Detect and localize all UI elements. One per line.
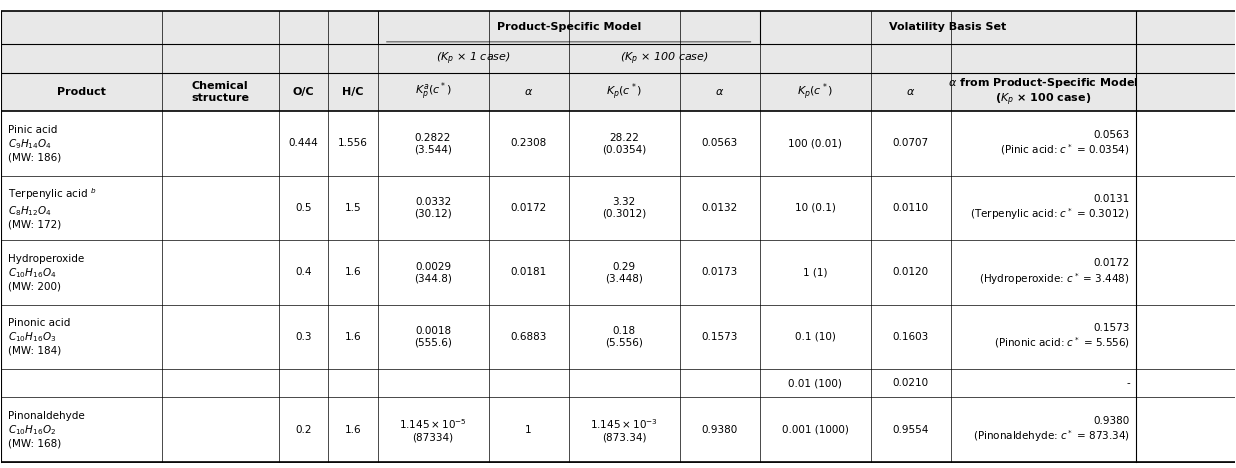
Text: 0.2822
(3.544): 0.2822 (3.544) [414, 133, 452, 154]
Text: Hydroperoxide
$C_{10}H_{16}O_4$
(MW: 200): Hydroperoxide $C_{10}H_{16}O_4$ (MW: 200… [7, 254, 84, 291]
Text: -: - [1126, 378, 1130, 388]
Text: Volatility Basis Set: Volatility Basis Set [889, 22, 1006, 32]
Text: O/C: O/C [293, 87, 314, 97]
Text: 1.556: 1.556 [337, 139, 368, 148]
Text: $1.145 \times 10^{-5}$
(87334): $1.145 \times 10^{-5}$ (87334) [399, 417, 467, 442]
Text: Terpenylic acid $^b$
$C_8H_{12}O_4$
(MW: 172): Terpenylic acid $^b$ $C_8H_{12}O_4$ (MW:… [7, 186, 96, 230]
Text: 0.0120: 0.0120 [892, 267, 929, 278]
Text: 0.0131
(Terpenylic acid: $c^*$ = 0.3012): 0.0131 (Terpenylic acid: $c^*$ = 0.3012) [970, 194, 1130, 222]
Text: ($\mathit{K}_p$ × 1 case): ($\mathit{K}_p$ × 1 case) [436, 50, 510, 66]
Text: 0.1573
(Pinonic acid: $c^*$ = 5.556): 0.1573 (Pinonic acid: $c^*$ = 5.556) [994, 323, 1130, 351]
Text: 0.6883: 0.6883 [510, 332, 546, 342]
Text: $\alpha$ from Product-Specific Model
($\mathit{K}_p$ × 100 case): $\alpha$ from Product-Specific Model ($\… [948, 76, 1138, 108]
Text: 1.5: 1.5 [345, 203, 361, 213]
Bar [1, 11, 1235, 111]
Text: 0.1603: 0.1603 [892, 332, 929, 342]
Text: 0.0110: 0.0110 [892, 203, 929, 213]
Text: 0.0018
(555.6): 0.0018 (555.6) [414, 326, 452, 348]
Text: Product: Product [57, 87, 106, 97]
Text: 0.0172
(Hydroperoxide: $c^*$ = 3.448): 0.0172 (Hydroperoxide: $c^*$ = 3.448) [979, 258, 1130, 286]
Text: 0.4: 0.4 [295, 267, 311, 278]
Text: 1: 1 [525, 425, 531, 435]
Text: 0.0172: 0.0172 [510, 203, 546, 213]
Text: 1.6: 1.6 [345, 332, 361, 342]
Text: Product-Specific Model: Product-Specific Model [497, 22, 640, 32]
Text: 0.29
(3.448): 0.29 (3.448) [606, 262, 643, 283]
Text: Pinic acid
$C_9H_{14}O_4$
(MW: 186): Pinic acid $C_9H_{14}O_4$ (MW: 186) [7, 125, 61, 162]
Text: 0.01 (100): 0.01 (100) [789, 378, 842, 388]
Text: $\alpha$: $\alpha$ [716, 87, 724, 97]
Text: 0.444: 0.444 [289, 139, 319, 148]
Text: 0.2308: 0.2308 [510, 139, 546, 148]
Text: 0.5: 0.5 [295, 203, 311, 213]
Text: 0.9554: 0.9554 [892, 425, 929, 435]
Text: $\alpha$: $\alpha$ [906, 87, 916, 97]
Text: 0.0563
(Pinic acid: $c^*$ = 0.0354): 0.0563 (Pinic acid: $c^*$ = 0.0354) [1000, 130, 1130, 157]
Text: H/C: H/C [342, 87, 363, 97]
Text: Chemical
structure: Chemical structure [192, 81, 250, 102]
Text: 0.18
(5.556): 0.18 (5.556) [606, 326, 643, 348]
Text: $\alpha$: $\alpha$ [524, 87, 533, 97]
Text: 0.2: 0.2 [295, 425, 311, 435]
Text: 0.0181: 0.0181 [510, 267, 546, 278]
Text: 10 (0.1): 10 (0.1) [795, 203, 836, 213]
Text: 1.6: 1.6 [345, 425, 361, 435]
Text: 0.1573: 0.1573 [702, 332, 738, 342]
Text: 0.1 (10): 0.1 (10) [795, 332, 836, 342]
Text: 0.9380
(Pinonaldehyde: $c^*$ = 873.34): 0.9380 (Pinonaldehyde: $c^*$ = 873.34) [973, 416, 1130, 444]
Text: 0.001 (1000): 0.001 (1000) [782, 425, 849, 435]
Text: 28.22
(0.0354): 28.22 (0.0354) [602, 133, 646, 154]
Text: 3.32
(0.3012): 3.32 (0.3012) [602, 197, 646, 219]
Text: 0.0173: 0.0173 [702, 267, 738, 278]
Text: Pinonaldehyde
$C_{10}H_{16}O_2$
(MW: 168): Pinonaldehyde $C_{10}H_{16}O_2$ (MW: 168… [7, 411, 84, 448]
Text: $\mathit{K}_p^a(c^*)$: $\mathit{K}_p^a(c^*)$ [414, 81, 451, 103]
Text: 0.9380: 0.9380 [702, 425, 738, 435]
Text: 0.3: 0.3 [295, 332, 311, 342]
Text: 1 (1): 1 (1) [803, 267, 828, 278]
Text: $1.145\times 10^{-3}$
(873.34): $1.145\times 10^{-3}$ (873.34) [591, 417, 658, 442]
Text: Pinonic acid
$C_{10}H_{16}O_3$
(MW: 184): Pinonic acid $C_{10}H_{16}O_3$ (MW: 184) [7, 318, 70, 356]
Text: 0.0029
(344.8): 0.0029 (344.8) [414, 262, 452, 283]
Text: 0.0332
(30.12): 0.0332 (30.12) [414, 197, 452, 219]
Text: $\mathit{K}_p(c^*)$: $\mathit{K}_p(c^*)$ [606, 81, 643, 102]
Text: 0.0563: 0.0563 [702, 139, 738, 148]
Text: 1.6: 1.6 [345, 267, 361, 278]
Text: 0.0210: 0.0210 [892, 378, 929, 388]
Text: ($\mathit{K}_p$ × 100 case): ($\mathit{K}_p$ × 100 case) [619, 50, 708, 66]
Text: 0.0707: 0.0707 [892, 139, 929, 148]
Text: 0.0132: 0.0132 [702, 203, 738, 213]
Text: 100 (0.01): 100 (0.01) [789, 139, 842, 148]
Text: $\mathit{K}_p(c^*)$: $\mathit{K}_p(c^*)$ [797, 81, 833, 102]
